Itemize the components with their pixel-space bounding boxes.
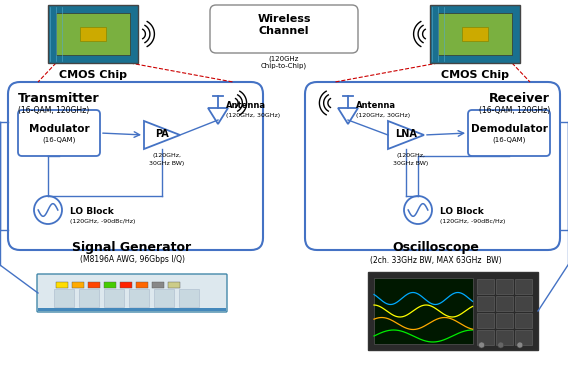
FancyBboxPatch shape bbox=[37, 274, 227, 312]
Bar bbox=[496, 330, 513, 345]
Text: Antenna: Antenna bbox=[356, 100, 396, 110]
Text: Antenna: Antenna bbox=[226, 100, 266, 110]
Text: (120GHz,: (120GHz, bbox=[396, 153, 425, 158]
Bar bbox=[477, 330, 494, 345]
Text: (120GHz, 30GHz): (120GHz, 30GHz) bbox=[356, 112, 410, 118]
Text: LO Block: LO Block bbox=[440, 207, 484, 215]
Text: (120GHz, -90dBc/Hz): (120GHz, -90dBc/Hz) bbox=[440, 219, 506, 223]
Bar bbox=[496, 279, 513, 294]
Text: (16-QAM, 120GHz): (16-QAM, 120GHz) bbox=[479, 105, 550, 115]
Text: Oscilloscope: Oscilloscope bbox=[392, 242, 479, 254]
Text: CMOS Chip: CMOS Chip bbox=[59, 70, 127, 80]
Text: 30GHz BW): 30GHz BW) bbox=[394, 161, 429, 166]
Text: (120GHz, -90dBc/Hz): (120GHz, -90dBc/Hz) bbox=[70, 219, 135, 223]
Bar bbox=[496, 296, 513, 311]
Bar bbox=[515, 279, 532, 294]
Bar bbox=[154, 289, 174, 307]
FancyBboxPatch shape bbox=[430, 5, 520, 63]
FancyBboxPatch shape bbox=[48, 5, 138, 63]
Text: Receiver: Receiver bbox=[489, 92, 550, 104]
Bar bbox=[56, 13, 130, 55]
Text: PA: PA bbox=[155, 129, 169, 139]
Bar bbox=[136, 282, 148, 288]
Circle shape bbox=[479, 342, 485, 348]
Bar bbox=[462, 27, 488, 41]
Bar bbox=[168, 282, 180, 288]
Text: (120GHz,: (120GHz, bbox=[152, 153, 182, 158]
Bar bbox=[152, 282, 164, 288]
Bar bbox=[38, 308, 226, 311]
Text: LO Block: LO Block bbox=[70, 207, 114, 215]
Text: (120GHz
Chip-to-Chip): (120GHz Chip-to-Chip) bbox=[261, 55, 307, 69]
Text: Demodulator: Demodulator bbox=[470, 124, 548, 134]
Text: (16-QAM, 120GHz): (16-QAM, 120GHz) bbox=[18, 105, 89, 115]
Bar bbox=[104, 282, 116, 288]
Bar bbox=[54, 289, 74, 307]
Bar bbox=[104, 289, 124, 307]
Text: (2ch. 33GHz BW, MAX 63GHz  BW): (2ch. 33GHz BW, MAX 63GHz BW) bbox=[370, 255, 502, 265]
Bar bbox=[477, 296, 494, 311]
Text: Transmitter: Transmitter bbox=[18, 92, 99, 104]
Text: CMOS Chip: CMOS Chip bbox=[441, 70, 509, 80]
Text: Signal Generator: Signal Generator bbox=[73, 242, 191, 254]
Bar bbox=[88, 282, 100, 288]
Bar bbox=[515, 330, 532, 345]
Bar bbox=[72, 282, 84, 288]
Bar bbox=[80, 27, 106, 41]
Bar bbox=[79, 289, 99, 307]
Text: 30GHz BW): 30GHz BW) bbox=[149, 161, 185, 166]
Bar bbox=[515, 296, 532, 311]
Bar bbox=[477, 313, 494, 328]
Bar bbox=[129, 289, 149, 307]
Text: (16-QAM): (16-QAM) bbox=[42, 137, 76, 143]
Text: (120GHz, 30GHz): (120GHz, 30GHz) bbox=[226, 112, 280, 118]
Bar bbox=[496, 313, 513, 328]
Text: Wireless: Wireless bbox=[257, 14, 311, 24]
Text: (M8196A AWG, 96Gbps I/Q): (M8196A AWG, 96Gbps I/Q) bbox=[80, 255, 185, 265]
Bar bbox=[179, 289, 199, 307]
Text: (16-QAM): (16-QAM) bbox=[492, 137, 526, 143]
Bar bbox=[120, 282, 132, 288]
Text: Modulator: Modulator bbox=[29, 124, 89, 134]
Bar bbox=[374, 278, 473, 344]
Text: Channel: Channel bbox=[259, 26, 309, 36]
Bar bbox=[477, 279, 494, 294]
Text: LNA: LNA bbox=[395, 129, 417, 139]
FancyBboxPatch shape bbox=[368, 272, 538, 350]
Circle shape bbox=[517, 342, 523, 348]
Bar bbox=[438, 13, 512, 55]
Circle shape bbox=[498, 342, 504, 348]
Bar bbox=[56, 282, 68, 288]
Bar bbox=[515, 313, 532, 328]
